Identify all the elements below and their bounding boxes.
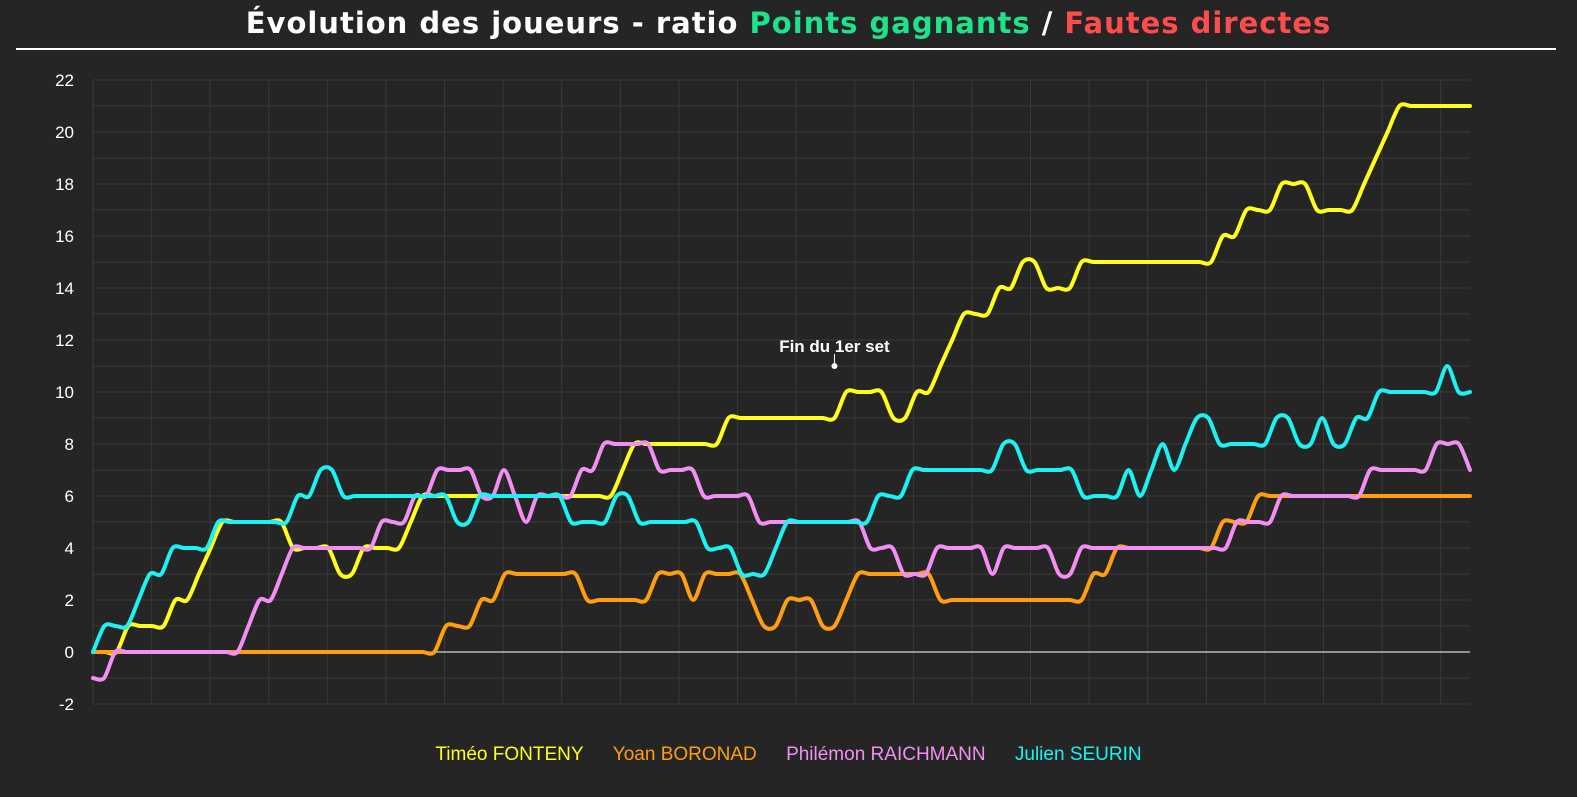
title-part-points-gagnants: Points gagnants [749,6,1031,40]
y-tick-label: 22 [55,71,74,90]
legend-item-boronad[interactable]: Yoan BORONAD [612,744,757,765]
y-tick-label: -2 [59,695,74,714]
title-underline [16,48,1556,50]
y-tick-label: 6 [65,487,74,506]
series-line-0[interactable] [91,102,1472,656]
y-tick-label: 12 [55,331,74,350]
series-lines [91,102,1472,682]
y-axis-ticks: -2 0 2 4 6 8 10 12 14 16 18 20 22 [55,71,74,714]
y-tick-label: 10 [55,383,74,402]
annotation-label: Fin du 1er set [779,337,890,356]
series-line-2[interactable] [91,440,1472,682]
y-tick-label: 20 [55,123,74,142]
series-line-3[interactable] [91,364,1472,654]
chart-header: Évolution des joueurs - ratio Points gag… [0,0,1577,50]
y-tick-label: 14 [55,279,74,298]
y-tick-label: 8 [65,435,74,454]
annotation: Fin du 1er set [779,337,890,369]
annotation-marker [831,363,838,369]
y-tick-label: 4 [65,539,74,558]
legend-item-fonteny[interactable]: Timéo FONTENY [435,744,584,765]
chart-title: Évolution des joueurs - ratio Points gag… [0,6,1577,40]
legend: Timéo FONTENY Yoan BORONAD Philémon RAIC… [0,744,1577,766]
y-tick-label: 16 [55,227,74,246]
y-tick-label: 18 [55,175,74,194]
series-line-1[interactable] [91,492,1472,656]
title-part-main: Évolution des joueurs - ratio [245,6,750,40]
title-part-separator: / [1030,6,1065,40]
title-part-fautes-directes: Fautes directes [1064,6,1332,40]
legend-item-seurin[interactable]: Julien SEURIN [1014,744,1142,765]
y-tick-label: 0 [65,643,74,662]
legend-item-raichmann[interactable]: Philémon RAICHMANN [786,744,986,765]
y-tick-label: 2 [65,591,74,610]
